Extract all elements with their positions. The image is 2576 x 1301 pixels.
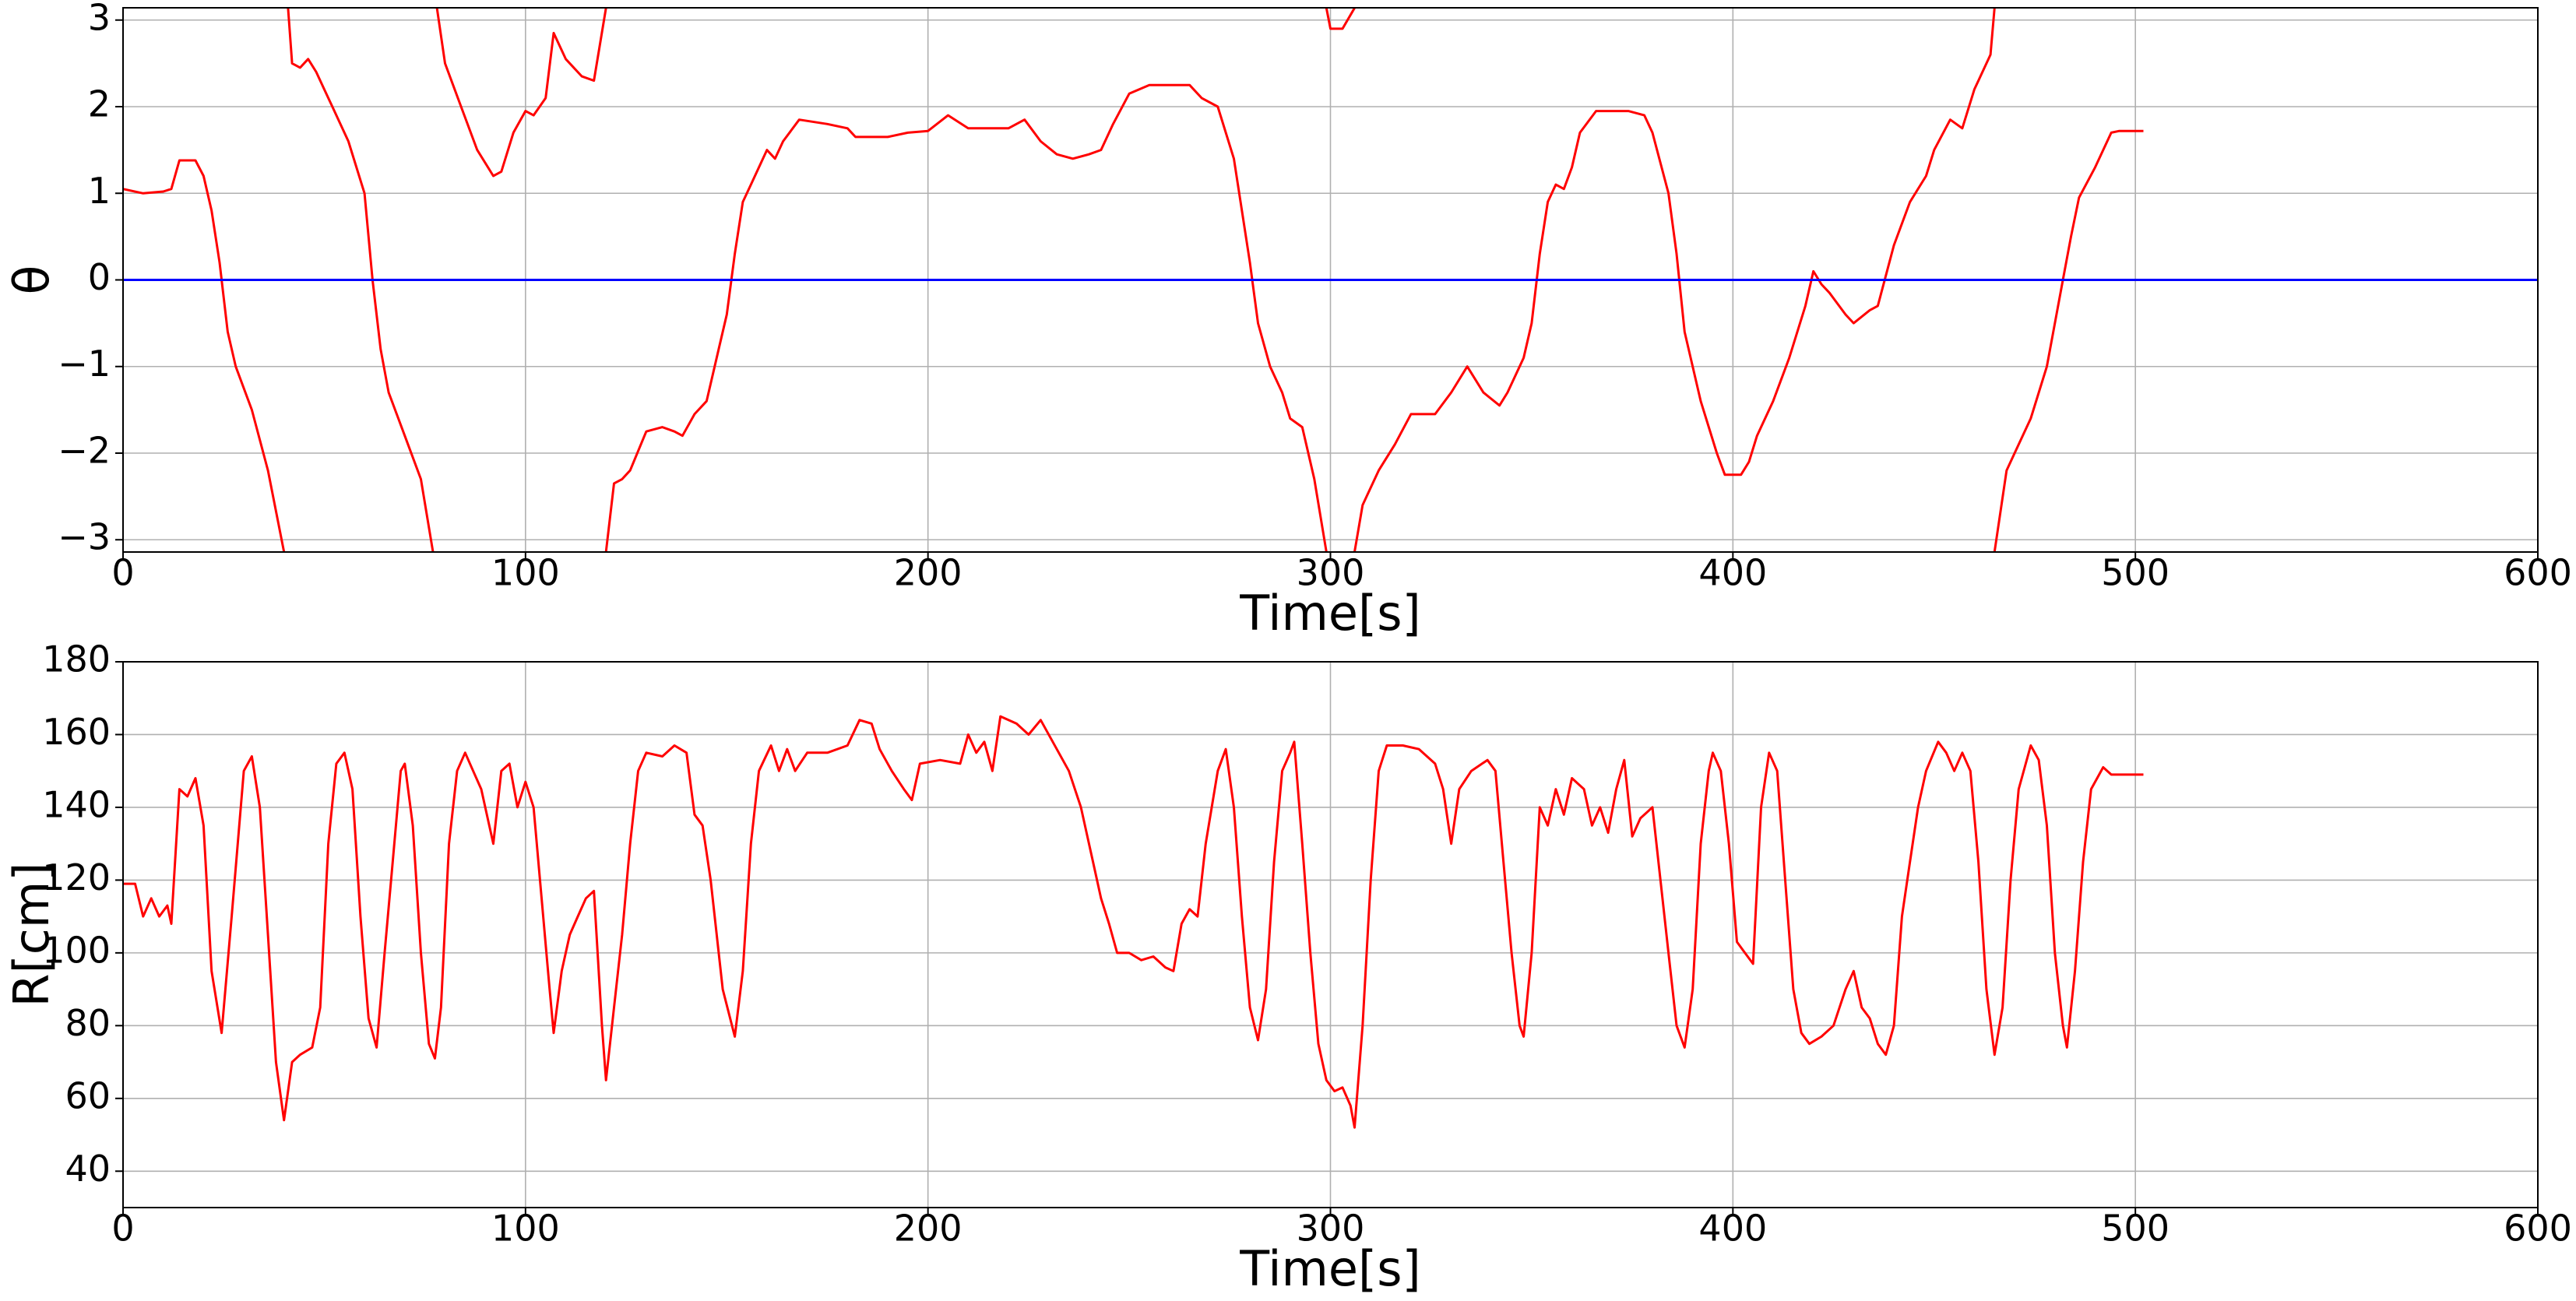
x-tick-label: 0 xyxy=(111,1208,134,1250)
x-tick-label: 300 xyxy=(1297,552,1365,594)
x-tick-label: 200 xyxy=(894,552,962,594)
y-tick-label: 160 xyxy=(42,711,111,753)
data-line xyxy=(123,715,2144,1129)
y-tick-label: −3 xyxy=(58,516,111,558)
y-tick-label: 1 xyxy=(88,170,111,212)
y-tick-label: 40 xyxy=(65,1148,111,1190)
axes-frame xyxy=(122,7,2539,553)
y-tick-label: 60 xyxy=(65,1074,111,1116)
x-tick-label: 100 xyxy=(491,1208,560,1250)
y-tick-label: −2 xyxy=(58,429,111,471)
plot-area xyxy=(123,8,2538,552)
x-tick-label: 600 xyxy=(2504,1208,2572,1250)
x-tick-label: 500 xyxy=(2101,552,2170,594)
x-tick-label: 600 xyxy=(2504,552,2572,594)
y-tick-label: 100 xyxy=(42,929,111,971)
x-tick-label: 300 xyxy=(1297,1208,1365,1250)
y-tick-label: 3 xyxy=(88,0,111,38)
x-tick-label: 500 xyxy=(2101,1208,2170,1250)
data-line xyxy=(123,8,2144,552)
y-axis-label: R[cm] xyxy=(3,863,60,1007)
y-tick-label: −1 xyxy=(58,343,111,385)
x-tick-label: 200 xyxy=(894,1208,962,1250)
x-axis-label: Time[s] xyxy=(1239,1240,1420,1297)
y-tick-label: 180 xyxy=(42,638,111,680)
x-tick-label: 400 xyxy=(1698,1208,1767,1250)
y-axis-label: θ xyxy=(3,265,60,295)
plot-area xyxy=(123,715,2144,1129)
x-tick-label: 400 xyxy=(1698,552,1767,594)
x-tick-label: 0 xyxy=(111,552,134,594)
y-tick-label: 80 xyxy=(65,1002,111,1044)
y-tick-label: 0 xyxy=(88,256,111,298)
y-tick-label: 2 xyxy=(88,83,111,125)
x-tick-label: 100 xyxy=(491,552,560,594)
y-tick-label: 120 xyxy=(42,856,111,898)
x-axis-label: Time[s] xyxy=(1239,585,1420,642)
y-tick-label: 140 xyxy=(42,783,111,825)
axes-frame xyxy=(122,661,2539,1208)
